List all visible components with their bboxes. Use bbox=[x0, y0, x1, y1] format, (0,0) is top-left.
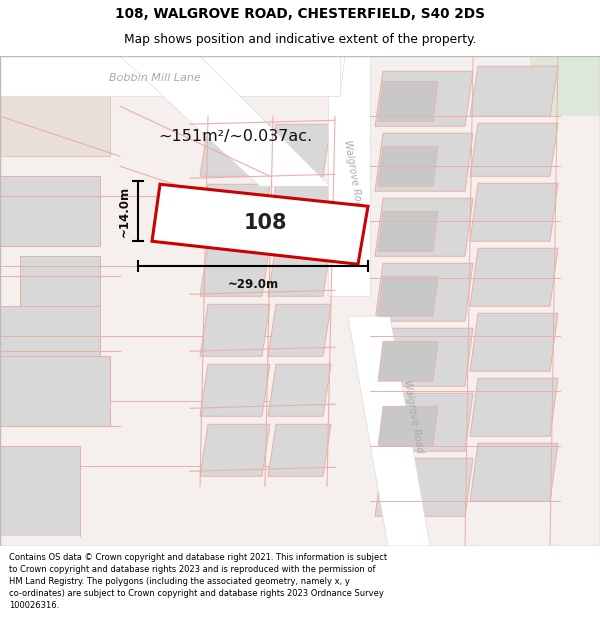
Polygon shape bbox=[268, 244, 331, 296]
Polygon shape bbox=[0, 446, 80, 536]
Polygon shape bbox=[200, 364, 270, 416]
Polygon shape bbox=[470, 248, 558, 306]
Text: ~29.0m: ~29.0m bbox=[227, 278, 278, 291]
Polygon shape bbox=[530, 56, 600, 116]
Polygon shape bbox=[0, 66, 110, 156]
Polygon shape bbox=[378, 146, 438, 186]
Text: ~151m²/~0.037ac.: ~151m²/~0.037ac. bbox=[158, 129, 312, 144]
Polygon shape bbox=[470, 313, 558, 371]
Text: Walgrove Road: Walgrove Road bbox=[401, 379, 424, 454]
Text: Map shows position and indicative extent of the property.: Map shows position and indicative extent… bbox=[124, 34, 476, 46]
Polygon shape bbox=[0, 176, 100, 246]
Polygon shape bbox=[200, 304, 270, 356]
Polygon shape bbox=[0, 356, 110, 426]
Polygon shape bbox=[200, 184, 270, 236]
Polygon shape bbox=[348, 316, 430, 546]
Polygon shape bbox=[0, 56, 600, 546]
Text: Bobbin Mill Lane: Bobbin Mill Lane bbox=[109, 73, 201, 83]
Polygon shape bbox=[375, 458, 473, 516]
Polygon shape bbox=[200, 56, 340, 96]
Polygon shape bbox=[375, 198, 473, 256]
Polygon shape bbox=[375, 133, 473, 191]
Polygon shape bbox=[470, 123, 558, 176]
Text: ~14.0m: ~14.0m bbox=[118, 186, 131, 237]
Polygon shape bbox=[375, 263, 473, 321]
Polygon shape bbox=[378, 211, 438, 251]
Text: 108, WALGROVE ROAD, CHESTERFIELD, S40 2DS: 108, WALGROVE ROAD, CHESTERFIELD, S40 2D… bbox=[115, 7, 485, 21]
Polygon shape bbox=[20, 256, 100, 346]
Polygon shape bbox=[120, 56, 330, 186]
Polygon shape bbox=[378, 276, 438, 316]
Polygon shape bbox=[268, 364, 331, 416]
Polygon shape bbox=[470, 66, 558, 116]
Text: 108: 108 bbox=[243, 213, 287, 233]
Polygon shape bbox=[328, 56, 370, 296]
Polygon shape bbox=[375, 393, 473, 451]
Polygon shape bbox=[470, 183, 558, 241]
Polygon shape bbox=[200, 244, 270, 296]
Polygon shape bbox=[470, 378, 558, 436]
Polygon shape bbox=[200, 424, 270, 476]
Polygon shape bbox=[378, 81, 438, 121]
Polygon shape bbox=[470, 443, 558, 501]
Polygon shape bbox=[268, 304, 331, 356]
Polygon shape bbox=[375, 328, 473, 386]
Polygon shape bbox=[0, 306, 100, 356]
Polygon shape bbox=[200, 124, 270, 176]
Polygon shape bbox=[0, 56, 345, 96]
Polygon shape bbox=[268, 124, 331, 176]
Polygon shape bbox=[378, 406, 438, 446]
Polygon shape bbox=[0, 536, 80, 546]
Polygon shape bbox=[152, 184, 368, 264]
Polygon shape bbox=[268, 424, 331, 476]
Text: Walgrove Road: Walgrove Road bbox=[341, 139, 364, 214]
Polygon shape bbox=[375, 71, 473, 126]
Polygon shape bbox=[378, 341, 438, 381]
Text: Contains OS data © Crown copyright and database right 2021. This information is : Contains OS data © Crown copyright and d… bbox=[9, 554, 387, 609]
Polygon shape bbox=[268, 184, 331, 236]
